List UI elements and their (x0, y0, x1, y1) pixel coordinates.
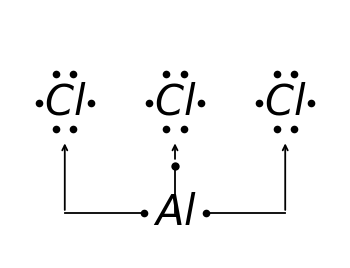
Text: $\it{Cl}$: $\it{Cl}$ (264, 81, 307, 124)
Text: $\it{Al}$: $\it{Al}$ (153, 192, 197, 234)
Text: $\it{Cl}$: $\it{Cl}$ (43, 81, 86, 124)
Text: $\it{Cl}$: $\it{Cl}$ (154, 81, 196, 124)
